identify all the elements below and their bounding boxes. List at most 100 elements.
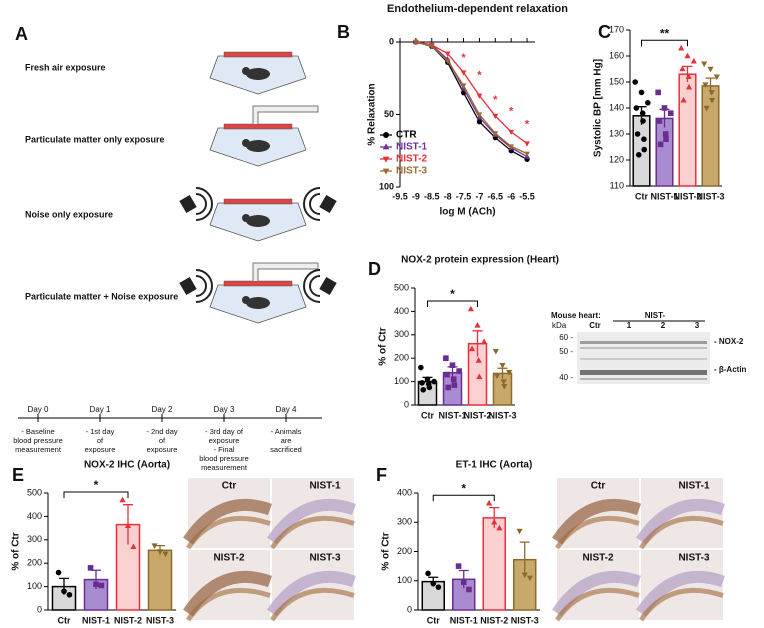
x-tick-label: -8 bbox=[444, 191, 452, 201]
significance-label: * bbox=[94, 478, 99, 492]
sound-wave bbox=[195, 193, 207, 215]
chart-title: NOX-2 protein expression (Heart) bbox=[401, 255, 559, 266]
marker bbox=[524, 151, 530, 157]
x-tick-label: Ctr bbox=[58, 615, 71, 625]
marker bbox=[492, 113, 499, 120]
ihc-label: NIST-2 bbox=[582, 553, 614, 564]
ihc-adventitia bbox=[554, 515, 640, 550]
marker bbox=[156, 549, 164, 555]
marker bbox=[657, 141, 664, 148]
bar bbox=[482, 517, 506, 611]
day-note: - Final bbox=[214, 445, 235, 454]
ihc-label: NIST-3 bbox=[678, 553, 710, 564]
x-tick-label: NIST-2 bbox=[114, 615, 142, 625]
marker bbox=[468, 345, 476, 352]
ihc-label: NIST-2 bbox=[213, 553, 245, 564]
marker bbox=[55, 569, 62, 576]
ihc-label: NIST-3 bbox=[309, 553, 341, 564]
marker bbox=[460, 579, 467, 586]
speaker bbox=[319, 194, 337, 214]
mouse-head bbox=[242, 139, 250, 147]
y-tick-label: 120 bbox=[609, 154, 624, 164]
y-tick-label: 150 bbox=[609, 76, 624, 86]
y-tick-label: 100 bbox=[394, 376, 409, 386]
panel-letter: A bbox=[15, 24, 28, 44]
bar bbox=[678, 73, 697, 187]
error-bar bbox=[458, 569, 469, 589]
y-tick-label: 140 bbox=[609, 102, 624, 112]
marker bbox=[708, 97, 716, 104]
x-tick-label: Ctr bbox=[421, 410, 434, 420]
mouse bbox=[246, 68, 270, 80]
series-line bbox=[415, 41, 528, 158]
ihc-adventitia bbox=[638, 515, 724, 550]
annotation: * bbox=[525, 119, 530, 131]
marker bbox=[476, 93, 483, 99]
error-bar bbox=[489, 506, 500, 529]
y-tick-label: 400 bbox=[394, 306, 409, 316]
y-axis-label: % of Ctr bbox=[381, 532, 392, 570]
kda-marker: 40 - bbox=[559, 373, 573, 382]
marker bbox=[526, 575, 534, 582]
kda-marker: 50 - bbox=[559, 347, 573, 356]
marker bbox=[685, 83, 693, 90]
series-line bbox=[415, 41, 528, 145]
x-tick-label: NIST-3 bbox=[696, 191, 724, 201]
y-tick-label: 0 bbox=[389, 36, 394, 46]
marker bbox=[476, 373, 483, 380]
marker bbox=[508, 144, 515, 150]
y-tick-label: 200 bbox=[397, 546, 412, 556]
x-tick-label: -9 bbox=[412, 191, 420, 201]
error-bar bbox=[472, 330, 483, 357]
blot-unit: kDa bbox=[552, 321, 567, 330]
ihc-label: NIST-1 bbox=[309, 481, 341, 492]
y-tick-label: 400 bbox=[27, 511, 42, 521]
marker bbox=[130, 543, 137, 550]
ihc-tissue bbox=[267, 570, 357, 617]
chart-title: Endothelium-dependent relaxation bbox=[387, 3, 568, 15]
marker bbox=[685, 73, 692, 80]
exposure-label: Fresh air exposure bbox=[25, 62, 106, 72]
bar bbox=[701, 85, 720, 187]
marker bbox=[124, 522, 132, 528]
x-tick-label: -6 bbox=[507, 191, 515, 201]
band-label: - NOX-2 bbox=[714, 337, 744, 346]
blot-group: NIST- bbox=[645, 311, 666, 320]
x-tick-label: -5.5 bbox=[519, 191, 535, 201]
marker bbox=[430, 580, 437, 587]
x-tick-label: NIST-3 bbox=[488, 410, 516, 420]
exposure-label: Particulate matter + Noise exposure bbox=[25, 291, 178, 301]
marker bbox=[707, 66, 714, 73]
day-note: sacrificed bbox=[270, 445, 302, 454]
blot-band bbox=[580, 341, 707, 344]
blot-band bbox=[580, 358, 707, 360]
x-tick-label: NIST-3 bbox=[511, 615, 539, 625]
day-label: Day 4 bbox=[276, 405, 297, 414]
marker bbox=[435, 584, 442, 590]
significance-label: * bbox=[461, 481, 466, 495]
marker bbox=[516, 528, 523, 535]
y-axis-label: % Relaxation bbox=[367, 83, 378, 145]
marker bbox=[632, 79, 638, 85]
lane-label: 1 bbox=[627, 321, 632, 330]
x-tick-label: NIST-2 bbox=[673, 191, 701, 201]
marker bbox=[645, 100, 651, 106]
x-tick-label: NIST-2 bbox=[480, 615, 508, 625]
marker bbox=[66, 591, 73, 598]
x-tick-label: -7 bbox=[475, 191, 483, 201]
marker bbox=[713, 74, 720, 81]
marker bbox=[641, 136, 647, 142]
lane-label: Ctr bbox=[589, 321, 601, 330]
ihc-adventitia bbox=[185, 515, 271, 550]
day-note: exposure bbox=[147, 445, 178, 454]
x-tick-label: -9.5 bbox=[392, 191, 408, 201]
y-tick-label: 0 bbox=[37, 604, 42, 614]
panel-letter: C bbox=[598, 22, 611, 42]
marker bbox=[460, 83, 467, 89]
panel-letter: B bbox=[337, 22, 350, 42]
marker bbox=[460, 70, 467, 76]
day-note: measurement bbox=[15, 445, 62, 454]
kda-marker: 60 - bbox=[559, 333, 573, 342]
marker bbox=[641, 146, 648, 153]
ihc-adventitia bbox=[269, 587, 355, 622]
